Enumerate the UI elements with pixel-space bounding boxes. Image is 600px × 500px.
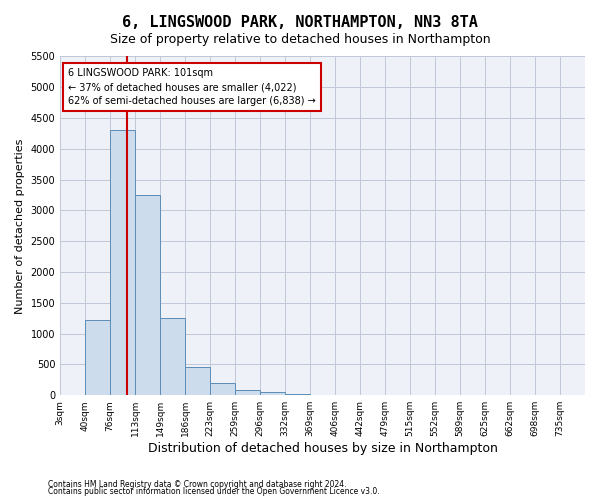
Bar (210, 383, 235, 395)
Bar (135, 195, 160, 395)
Bar (160, 318, 185, 395)
Bar (235, 390, 260, 395)
Bar (260, 392, 285, 395)
Bar (185, 368, 210, 395)
Text: Contains public sector information licensed under the Open Government Licence v3: Contains public sector information licen… (48, 487, 380, 496)
Text: 6 LINGSWOOD PARK: 101sqm
← 37% of detached houses are smaller (4,022)
62% of sem: 6 LINGSWOOD PARK: 101sqm ← 37% of detach… (68, 68, 316, 106)
Text: 6, LINGSWOOD PARK, NORTHAMPTON, NN3 8TA: 6, LINGSWOOD PARK, NORTHAMPTON, NN3 8TA (122, 15, 478, 30)
Bar (85, 320, 110, 395)
Bar (110, 130, 135, 395)
Text: Size of property relative to detached houses in Northampton: Size of property relative to detached ho… (110, 32, 490, 46)
X-axis label: Distribution of detached houses by size in Northampton: Distribution of detached houses by size … (148, 442, 497, 455)
Text: Contains HM Land Registry data © Crown copyright and database right 2024.: Contains HM Land Registry data © Crown c… (48, 480, 347, 489)
Bar (285, 394, 310, 395)
Y-axis label: Number of detached properties: Number of detached properties (15, 138, 25, 314)
